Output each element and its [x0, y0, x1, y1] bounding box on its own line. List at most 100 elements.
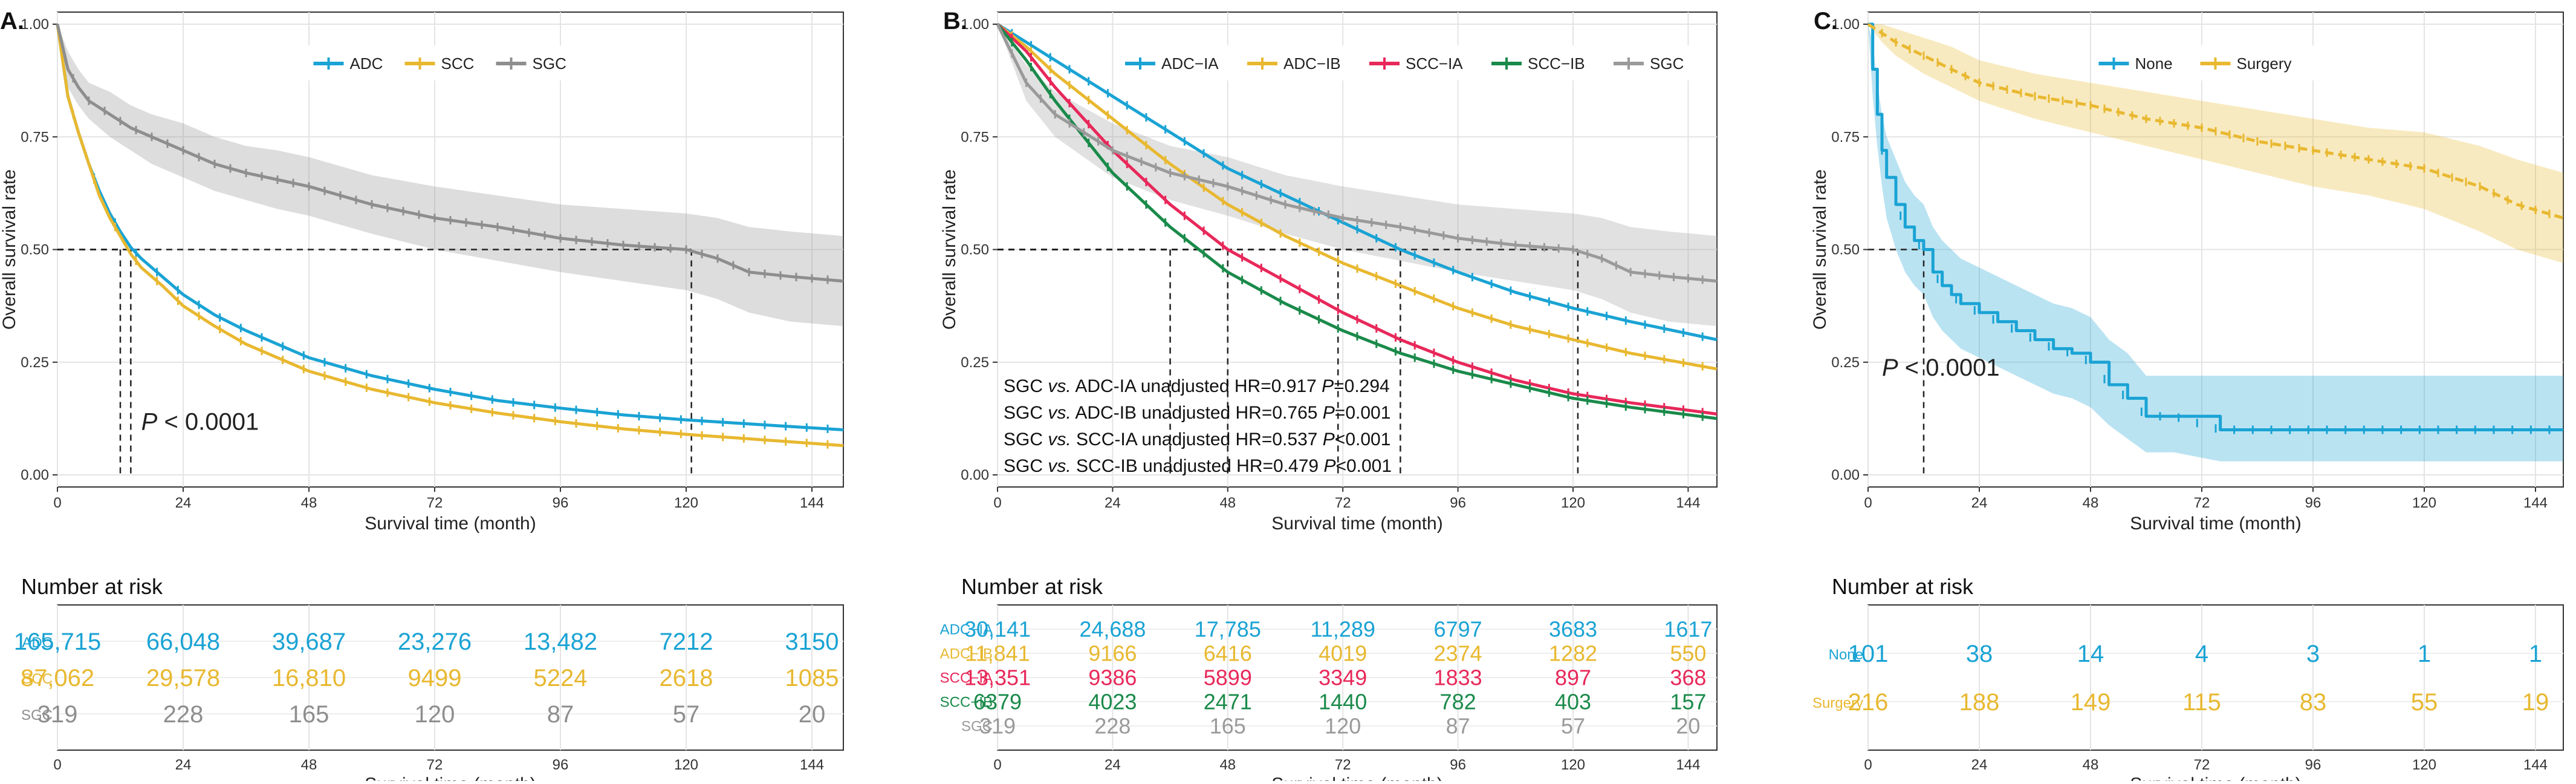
y-tick-label: 0.25: [21, 354, 49, 371]
hr-p: P: [1323, 403, 1335, 423]
x-tick-label: 144: [800, 495, 824, 511]
hr-line: SGC vs. SCC-IA unadjusted HR=0.537 P<0.0…: [1004, 430, 1390, 449]
risk-x-tick-label: 120: [1561, 757, 1585, 773]
y-tick-label: 0.00: [1831, 467, 1860, 483]
legend-box: [307, 45, 588, 80]
hr-mid: ADC-IA unadjusted HR=0.917: [1071, 376, 1322, 396]
legend-label: SCC−IA: [1406, 54, 1463, 73]
risk-row-label: SGC: [961, 719, 993, 735]
risk-value: 4023: [1088, 690, 1137, 714]
panel-label: A.: [0, 8, 24, 34]
legend-label: None: [2135, 54, 2173, 73]
risk-x-tick-label: 144: [800, 757, 824, 773]
y-tick-label: 0.50: [1831, 242, 1860, 258]
risk-value: 29,578: [146, 665, 220, 691]
risk-table-title: Number at risk: [21, 574, 163, 599]
y-tick-label: 1.00: [21, 16, 49, 33]
panel-a: 0 24 48 72 96 120 144 0.00 0.25 0.50 0.75 1.00A. Sur…: [0, 8, 844, 534]
legend-label: SCC: [441, 54, 475, 73]
x-tick-label: 72: [427, 495, 443, 511]
risk-x-tick-label: 120: [2412, 757, 2436, 773]
risk-value: 1085: [785, 665, 839, 691]
risk-x-tick-label: 24: [1971, 757, 1988, 773]
legend-label: Surgery: [2237, 54, 2292, 73]
survival-curve-scc-ib: [996, 23, 1718, 420]
risk-value: 4019: [1319, 641, 1367, 666]
risk-value: 216: [1848, 689, 1889, 716]
x-tick-label: 120: [2412, 495, 2436, 511]
hr-post: =0.294: [1334, 376, 1390, 396]
y-axis-label: Overall survival rate: [939, 169, 959, 330]
hr-pre: SGC: [1004, 430, 1048, 449]
risk-value: 120: [415, 701, 455, 728]
risk-value: 1: [2529, 641, 2542, 667]
risk-value: 6379: [973, 690, 1022, 714]
ci-band-none: [1868, 24, 2563, 462]
risk-value: 87: [1446, 714, 1470, 739]
risk-value: 228: [1094, 714, 1131, 739]
risk-value: 149: [2071, 689, 2111, 716]
y-tick-label: 0.75: [961, 129, 989, 145]
risk-value: 5899: [1204, 665, 1252, 690]
risk-table-frame: [1867, 604, 2564, 751]
risk-value: 87,062: [21, 665, 94, 691]
risk-value: 403: [1555, 690, 1591, 714]
risk-value: 20: [799, 701, 826, 728]
risk-x-tick-label: 0: [993, 757, 1001, 773]
x-tick-label: 96: [2305, 495, 2321, 511]
risk-value: 30,141: [964, 617, 1031, 642]
risk-value: 66,048: [146, 629, 220, 655]
risk-value: 782: [1440, 690, 1476, 714]
risk-value: 319: [979, 714, 1016, 739]
x-tick-label: 144: [2523, 495, 2548, 511]
risk-x-tick-label: 144: [1676, 757, 1700, 773]
risk-row-label: ADC−IA: [940, 622, 993, 638]
y-axis-label: Overall survival rate: [0, 169, 19, 330]
ci-band-sgc: [998, 24, 1717, 327]
risk-value: 1833: [1434, 665, 1482, 690]
risk-value: 3150: [785, 629, 839, 655]
risk-value: 1282: [1549, 641, 1597, 666]
x-axis-label: Survival time (month): [1271, 514, 1442, 534]
risk-value: 120: [1325, 714, 1361, 739]
p-value-label: P < 0.0001: [1882, 354, 2000, 381]
x-tick-label: 0: [53, 495, 61, 511]
x-tick-label: 48: [1219, 495, 1236, 511]
risk-row-label: None: [1829, 647, 1863, 663]
p-rest: < 0.0001: [157, 409, 259, 436]
risk-value: 55: [2411, 689, 2438, 716]
x-tick-label: 96: [553, 495, 569, 511]
risk-value: 20: [1676, 714, 1700, 739]
hr-mid: SCC-IA unadjusted HR=0.537: [1071, 430, 1323, 449]
risk-x-axis-label: Survival time (month): [365, 774, 536, 781]
risk-value: 6416: [1204, 641, 1252, 666]
risk-value: 14: [2077, 641, 2104, 667]
risk-table-title: Number at risk: [961, 574, 1103, 599]
p-rest: < 0.0001: [1898, 354, 2000, 381]
risk-value: 87: [547, 701, 574, 728]
risk-value: 101: [1848, 641, 1889, 667]
risk-x-tick-label: 96: [1450, 757, 1466, 773]
risk-x-tick-label: 120: [674, 757, 698, 773]
x-tick-label: 120: [1561, 495, 1585, 511]
risk-value: 2374: [1434, 641, 1482, 666]
risk-x-tick-label: 0: [53, 757, 61, 773]
p-italic: P: [1882, 354, 1898, 381]
risk-value: 897: [1555, 665, 1591, 690]
hr-pre: SGC: [1004, 403, 1048, 423]
p-italic: P: [141, 409, 158, 436]
risk-row-label: SGC: [21, 707, 53, 724]
legend-label: ADC−IA: [1161, 54, 1219, 73]
legend-box: [1119, 45, 1705, 80]
risk-x-axis-label: Survival time (month): [1271, 774, 1442, 781]
risk-row-label: ADC: [22, 635, 53, 651]
risk-value: 19: [2522, 689, 2549, 716]
legend-label: ADC−IB: [1283, 54, 1341, 73]
hr-it: vs.: [1048, 403, 1071, 423]
risk-table-b: Number at risk 0 24 48 72 96 120 144 Survival ti…: [940, 574, 1718, 784]
legend-label: ADC: [350, 54, 383, 73]
risk-value: 57: [1561, 714, 1585, 739]
risk-value: 17,785: [1195, 617, 1261, 642]
risk-value: 24,688: [1079, 617, 1146, 642]
